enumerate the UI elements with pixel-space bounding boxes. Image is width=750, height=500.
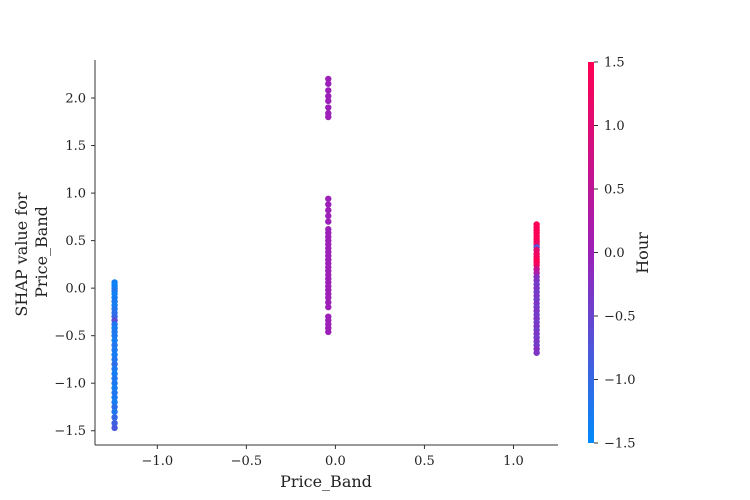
- colorbar-tick-label: −1.5: [604, 437, 636, 452]
- x-axis-label: Price_Band: [280, 472, 372, 491]
- scatter-points: [111, 75, 540, 432]
- y-tick-label: −0.5: [54, 329, 86, 344]
- scatter-point: [325, 299, 332, 306]
- x-tick-label: −1.0: [142, 454, 174, 469]
- x-tick-label: 1.0: [503, 454, 524, 469]
- scatter-point: [111, 394, 118, 401]
- y-axis-ticks: −1.5 −1.0 −0.5 0.0 0.5 1.0 1.5 2.0: [54, 92, 95, 439]
- y-tick-label: 1.0: [65, 187, 86, 202]
- y-tick-label: −1.5: [54, 424, 86, 439]
- scatter-point: [111, 399, 118, 406]
- y-axis-label-line-2: Price_Band: [32, 206, 51, 298]
- scatter-point: [325, 206, 332, 214]
- x-axis-ticks: −1.0 −0.5 0.0 0.5 1.0: [142, 445, 524, 469]
- scatter-point: [111, 370, 118, 377]
- scatter-point: [325, 201, 332, 208]
- colorbar-ticks: −1.5 −1.0 −0.5 0.0 0.5 1.0 1.5: [594, 56, 636, 452]
- scatter-point: [111, 414, 118, 421]
- y-axis-label: SHAP value for Price_Band: [12, 187, 51, 316]
- scatter-point: [111, 375, 118, 382]
- colorbar-tick-label: 1.5: [604, 56, 625, 71]
- scatter-point: [111, 346, 118, 354]
- scatter-point: [325, 80, 332, 87]
- y-tick-label: −1.0: [54, 377, 86, 392]
- scatter-point: [111, 365, 118, 373]
- colorbar: −1.5 −1.0 −0.5 0.0 0.5 1.0 1.5 Hour: [588, 56, 652, 452]
- scatter-point: [111, 424, 118, 432]
- scatter-point: [325, 113, 332, 121]
- colorbar-tick-label: 1.0: [604, 119, 625, 134]
- colorbar-tick-label: 0.0: [604, 246, 625, 261]
- scatter-point: [325, 328, 332, 336]
- scatter-point: [111, 341, 118, 349]
- colorbar-tick-label: −0.5: [604, 310, 636, 325]
- y-tick-label: 0.0: [65, 282, 86, 297]
- scatter-point: [325, 97, 332, 105]
- scatter-point: [325, 87, 332, 94]
- y-tick-label: 1.5: [65, 139, 86, 154]
- scatter-point: [533, 349, 540, 356]
- y-tick-label: 2.0: [65, 92, 86, 107]
- scatter-point: [325, 218, 332, 225]
- scatter-point: [325, 92, 332, 100]
- scatter-point: [111, 408, 118, 415]
- scatter-point: [111, 419, 118, 427]
- scatter-point: [111, 360, 118, 368]
- x-tick-label: 0.0: [325, 454, 346, 469]
- scatter-point: [325, 104, 332, 111]
- colorbar-tick-label: 0.5: [604, 183, 625, 198]
- scatter-point: [111, 332, 118, 339]
- scatter-point: [111, 380, 118, 387]
- colorbar-tick-label: −1.0: [604, 373, 636, 388]
- scatter-point: [325, 212, 332, 220]
- y-axis-label-line-1: SHAP value for: [12, 192, 31, 316]
- scatter-point: [111, 351, 118, 358]
- scatter-point: [111, 389, 118, 396]
- y-tick-label: 0.5: [65, 234, 86, 249]
- scatter-point: [111, 384, 118, 392]
- x-tick-label: −0.5: [231, 454, 263, 469]
- scatter-point: [325, 75, 332, 83]
- scatter-point: [325, 303, 332, 311]
- colorbar-label: Hour: [633, 232, 652, 274]
- scatter-point: [325, 294, 332, 301]
- x-tick-label: 0.5: [414, 454, 435, 469]
- scatter-point: [111, 356, 118, 363]
- scatter-point: [325, 195, 332, 202]
- scatter-point: [111, 337, 118, 344]
- scatter-point: [111, 403, 118, 411]
- colorbar-gradient: [588, 62, 594, 443]
